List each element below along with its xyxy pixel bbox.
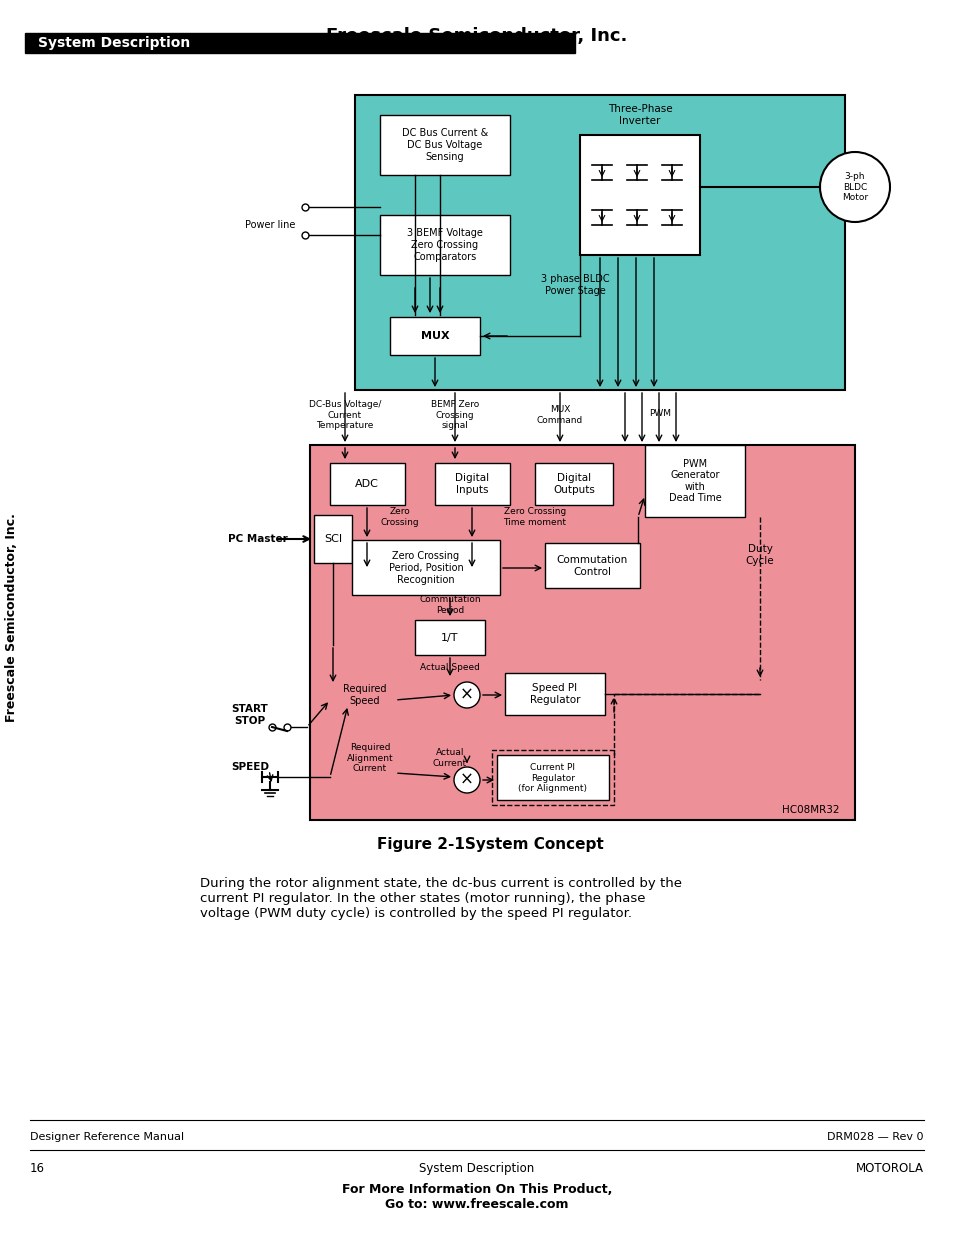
Text: PWM
Generator
with
Dead Time: PWM Generator with Dead Time — [668, 458, 720, 504]
FancyBboxPatch shape — [535, 463, 613, 505]
Text: Commutation
Control: Commutation Control — [556, 556, 627, 577]
Text: Required
Speed: Required Speed — [343, 684, 386, 705]
Text: For More Information On This Product,
Go to: www.freescale.com: For More Information On This Product, Go… — [341, 1183, 612, 1212]
Text: ×: × — [459, 771, 474, 789]
Text: MUX: MUX — [420, 331, 449, 341]
Text: 1/T: 1/T — [441, 634, 458, 643]
Text: Speed PI
Regulator: Speed PI Regulator — [529, 683, 579, 705]
Text: System Description: System Description — [419, 1162, 534, 1174]
FancyBboxPatch shape — [504, 673, 604, 715]
FancyBboxPatch shape — [25, 33, 575, 53]
FancyBboxPatch shape — [415, 620, 484, 655]
FancyBboxPatch shape — [579, 135, 700, 254]
Text: Duty
Cycle: Duty Cycle — [745, 545, 774, 566]
Text: Zero Crossing
Period, Position
Recognition: Zero Crossing Period, Position Recogniti… — [388, 551, 463, 584]
Text: DC Bus Current &
DC Bus Voltage
Sensing: DC Bus Current & DC Bus Voltage Sensing — [401, 128, 488, 162]
Text: DRM028 — Rev 0: DRM028 — Rev 0 — [826, 1132, 923, 1142]
FancyBboxPatch shape — [544, 543, 639, 588]
Text: Three-Phase
Inverter: Three-Phase Inverter — [607, 104, 672, 126]
Text: BEMF Zero
Crossing
signal: BEMF Zero Crossing signal — [431, 400, 478, 430]
Text: Freescale Semiconductor, Inc.: Freescale Semiconductor, Inc. — [6, 514, 18, 722]
Text: ×: × — [459, 685, 474, 704]
Text: ADC: ADC — [355, 479, 378, 489]
Text: Digital
Inputs: Digital Inputs — [455, 473, 489, 495]
Circle shape — [820, 152, 889, 222]
Text: Freescale Semiconductor, Inc.: Freescale Semiconductor, Inc. — [326, 27, 627, 44]
FancyBboxPatch shape — [390, 317, 479, 354]
Text: System Description: System Description — [38, 36, 190, 49]
Text: Zero
Crossing: Zero Crossing — [380, 508, 419, 526]
FancyBboxPatch shape — [355, 95, 844, 390]
Text: Actual Speed: Actual Speed — [419, 662, 479, 672]
Text: Figure 2-1System Concept: Figure 2-1System Concept — [376, 837, 602, 852]
Text: HC08MR32: HC08MR32 — [781, 805, 840, 815]
Text: DC-Bus Voltage/
Current
Temperature: DC-Bus Voltage/ Current Temperature — [309, 400, 381, 430]
Text: Power line: Power line — [244, 220, 294, 230]
Text: Required
Alignment
Current: Required Alignment Current — [346, 743, 393, 773]
Circle shape — [454, 682, 479, 708]
FancyBboxPatch shape — [330, 463, 405, 505]
Text: MUX
Command: MUX Command — [537, 405, 582, 425]
Text: Designer Reference Manual: Designer Reference Manual — [30, 1132, 184, 1142]
FancyBboxPatch shape — [497, 755, 608, 800]
Text: SCI: SCI — [324, 534, 342, 543]
Text: Actual
Current: Actual Current — [433, 748, 467, 768]
FancyBboxPatch shape — [352, 540, 499, 595]
Text: Zero Crossing
Time moment: Zero Crossing Time moment — [503, 508, 566, 526]
Text: PWM: PWM — [648, 409, 670, 417]
FancyBboxPatch shape — [379, 215, 510, 275]
Text: 3 BEMF Voltage
Zero Crossing
Comparators: 3 BEMF Voltage Zero Crossing Comparators — [407, 228, 482, 262]
Text: PC Master: PC Master — [228, 534, 288, 543]
FancyBboxPatch shape — [314, 515, 352, 563]
Text: MOTOROLA: MOTOROLA — [855, 1162, 923, 1174]
Text: During the rotor alignment state, the dc-bus current is controlled by the
curren: During the rotor alignment state, the dc… — [200, 877, 681, 920]
FancyBboxPatch shape — [644, 445, 744, 517]
Text: 3 phase BLDC
Power Stage: 3 phase BLDC Power Stage — [540, 274, 609, 296]
Text: 16: 16 — [30, 1162, 45, 1174]
FancyBboxPatch shape — [435, 463, 510, 505]
FancyBboxPatch shape — [379, 115, 510, 175]
FancyBboxPatch shape — [310, 445, 854, 820]
Text: Digital
Outputs: Digital Outputs — [553, 473, 595, 495]
Text: START
STOP: START STOP — [232, 704, 268, 726]
Text: 3-ph
BLDC
Motor: 3-ph BLDC Motor — [841, 172, 867, 201]
Circle shape — [454, 767, 479, 793]
Text: Commutation
Period: Commutation Period — [418, 595, 480, 615]
Text: SPEED: SPEED — [231, 762, 269, 772]
Text: Current PI
Regulator
(for Alignment): Current PI Regulator (for Alignment) — [518, 763, 587, 793]
